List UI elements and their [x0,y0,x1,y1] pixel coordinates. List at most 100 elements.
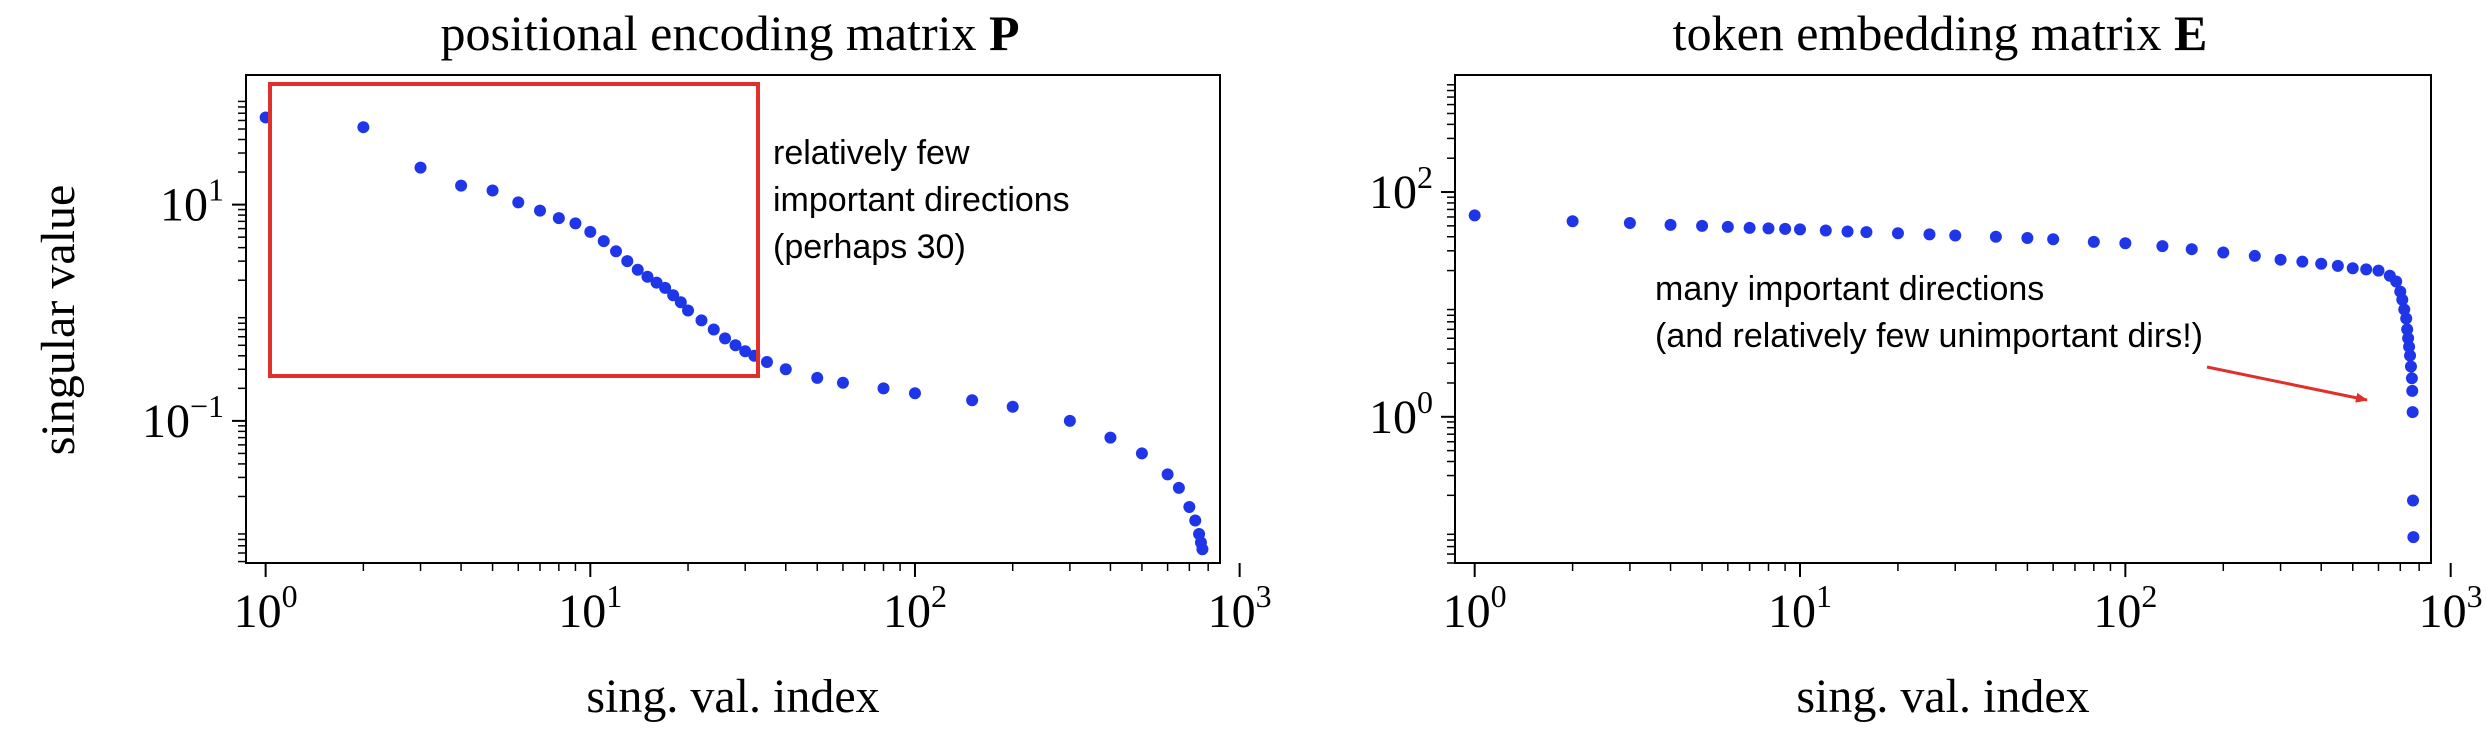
y-axis-label: singular value [32,185,85,456]
chart-token-embedding: token embedding matrix E 100 101 102 103 10… [1369,5,2483,723]
data-point [631,263,644,276]
data-point [534,204,547,217]
data-point [707,323,720,336]
data-point [414,161,427,174]
data-point [2156,240,2169,253]
chart-positional-encoding: positional encoding matrix P 100 101 102 10… [32,5,1272,723]
data-point [695,314,708,327]
x-tick-label: 101 [558,578,622,638]
data-point [2403,340,2416,353]
x-tick-label: 102 [2093,578,2157,638]
data-point [2315,257,2328,270]
data-point [569,217,582,230]
data-point [1841,225,1854,238]
data-point [1183,500,1196,513]
data-point [1135,447,1148,460]
data-point [1063,414,1076,427]
data-point [1006,400,1019,413]
data-point [1696,219,1709,232]
data-point [1860,226,1873,239]
y-tick-label: 101 [160,172,224,232]
data-point [1762,222,1775,235]
data-point [2404,349,2417,362]
data-point [719,332,732,345]
annotation-text: many important directions (and relativel… [1655,270,2203,355]
data-point [674,296,687,309]
data-point [2405,372,2418,385]
data-point [2407,494,2420,507]
chart-title: token embedding matrix E [1673,5,2208,61]
data-point [908,387,921,400]
x-axis: 100 101 102 103 [1443,563,2483,638]
data-point [1566,215,1579,228]
data-point [2407,531,2420,544]
data-point [2087,235,2100,248]
plot-frame [245,74,1221,564]
x-axis: 100 101 102 103 [234,563,1272,638]
data-point [2047,233,2060,246]
x-tick-label: 102 [883,578,947,638]
y-axis: 101 10−1 [142,100,246,563]
data-point [2400,312,2413,325]
data-point [357,121,370,134]
data-point [641,270,654,283]
data-point [2360,263,2373,276]
data-point [1743,221,1756,234]
y-tick-label: 102 [1369,159,1433,219]
x-tick-label: 100 [234,578,298,638]
data-point [2021,231,2034,244]
data-point [512,196,525,209]
data-point [2346,262,2359,275]
data-point [667,289,680,302]
x-tick-label: 103 [1208,578,1272,638]
x-tick-label: 101 [1768,578,1832,638]
data-point [760,356,773,369]
data-point [1923,228,1936,241]
data-point [739,345,752,358]
data-point [2372,264,2385,277]
data-point [1819,224,1832,237]
data-point [2185,243,2198,256]
data-point [610,245,623,258]
data-point [2217,246,2230,259]
data-point [659,281,672,294]
data-point [2248,249,2261,262]
data-point [552,212,565,225]
data-point [2119,237,2132,250]
data-point [966,394,979,407]
data-point [2296,255,2309,268]
data-point [2274,253,2287,266]
annotation-arrow [2206,365,2368,403]
data-point [2331,259,2344,272]
data-point [1623,217,1636,230]
data-point [597,235,610,248]
data-point [682,304,695,317]
data-point [1196,543,1209,556]
y-tick-label: 100 [1369,384,1433,444]
data-point [486,184,499,197]
data-point [1104,431,1117,444]
data-point [779,363,792,376]
data-point [2401,323,2414,336]
data-point [455,179,468,192]
chart-title: positional encoding matrix P [440,5,1019,61]
y-axis: 102 100 [1369,84,1455,564]
data-point [1161,468,1174,481]
plot-frame [1454,74,2432,564]
x-axis-label: sing. val. index [1796,670,2089,723]
data-point [1664,218,1677,231]
x-tick-label: 100 [1443,578,1507,638]
data-point [1189,514,1202,527]
data-point [1794,223,1807,236]
data-point [1721,220,1734,233]
data-point [1891,227,1904,240]
data-point [1949,229,1962,242]
highlight-box [268,82,760,378]
data-point [2404,360,2417,373]
data-point [729,339,742,352]
x-axis-label: sing. val. index [586,670,879,723]
data-point [1172,481,1185,494]
data-point [2406,406,2419,419]
data-point [1779,222,1792,235]
